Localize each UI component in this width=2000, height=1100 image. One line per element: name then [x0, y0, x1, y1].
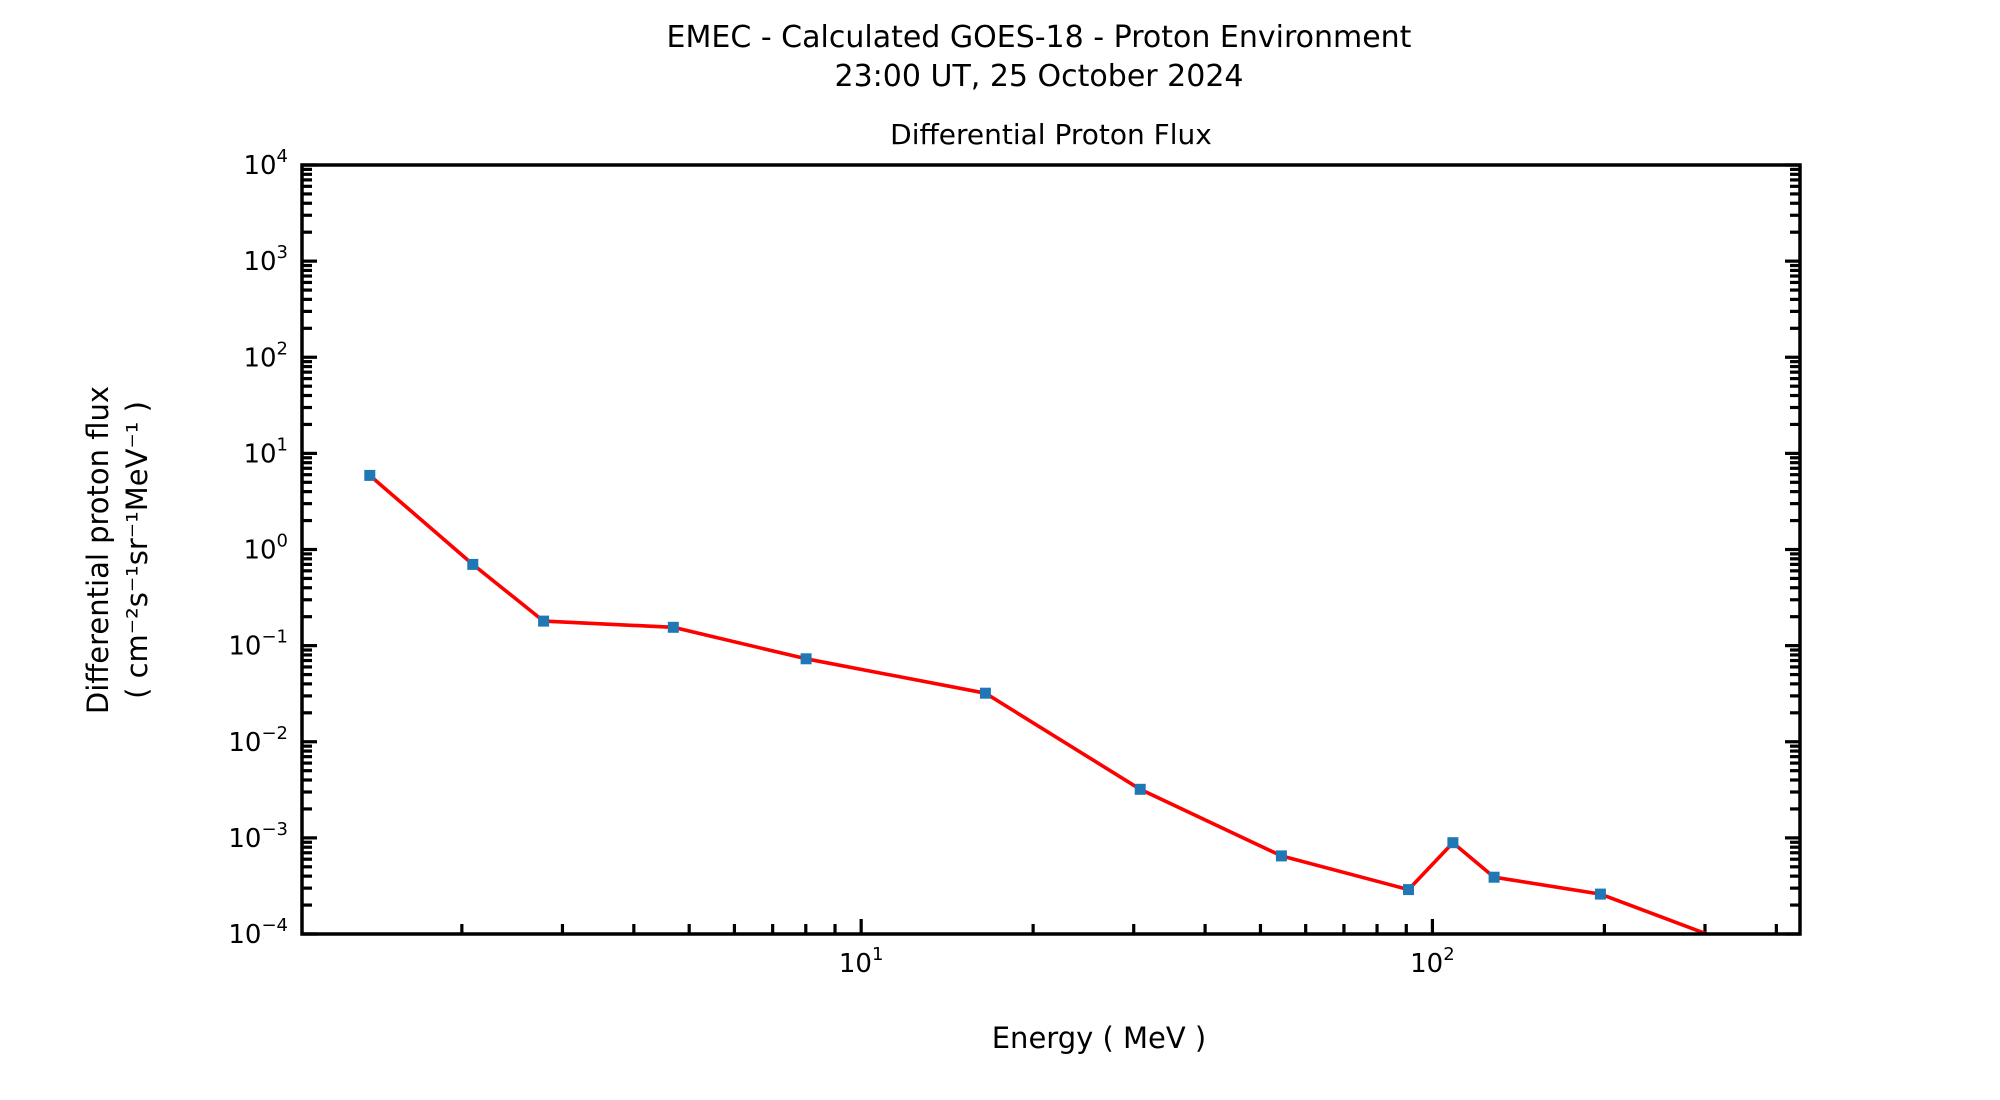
data-point-marker [1594, 888, 1606, 900]
figure-title: EMEC - Calculated GOES-18 - Proton Envir… [667, 20, 1412, 55]
data-series [364, 469, 1737, 949]
y-tick-label: 10−2 [228, 723, 288, 758]
axis-tick-labels: 104 103 102 101 100 10−1 10−2 10−3 10−4 101 102 [228, 146, 1454, 979]
data-point-marker [1403, 884, 1414, 896]
x-axis-label: Energy ( MeV ) [992, 1021, 1207, 1055]
data-point-marker [1134, 783, 1146, 795]
y-tick-label: 10−1 [228, 627, 288, 662]
data-point-marker [800, 653, 812, 665]
data-point-marker [979, 687, 991, 699]
y-tick-label: 103 [243, 242, 288, 277]
x-tick-label: 101 [839, 944, 884, 979]
x-tick-label: 102 [1410, 944, 1455, 979]
y-tick-label: 101 [243, 434, 288, 469]
y-tick-label: 10−4 [228, 915, 288, 950]
axes-title: Differential Proton Flux [890, 118, 1212, 151]
data-point-marker [1447, 837, 1459, 849]
axis-ticks [302, 163, 1800, 936]
y-axis-label: Differential proton flux [81, 386, 115, 714]
data-point-marker [538, 615, 550, 627]
data-point-marker [1275, 850, 1287, 862]
data-point-marker [364, 469, 376, 481]
y-axis-units-label: ( cm⁻²s⁻¹sr⁻¹MeV⁻¹ ) [120, 401, 154, 699]
data-point-marker [1488, 871, 1500, 883]
flux-line [368, 474, 1712, 934]
figure-subtitle: 23:00 UT, 25 October 2024 [835, 59, 1244, 94]
y-tick-label: 10−3 [228, 819, 288, 854]
y-tick-label: 104 [243, 146, 288, 181]
data-point-marker [467, 558, 479, 570]
plot-frame [300, 163, 1802, 936]
y-tick-label: 102 [243, 338, 288, 373]
y-tick-label: 100 [243, 531, 288, 566]
data-point-marker [1726, 938, 1737, 949]
data-point-marker [667, 621, 679, 633]
